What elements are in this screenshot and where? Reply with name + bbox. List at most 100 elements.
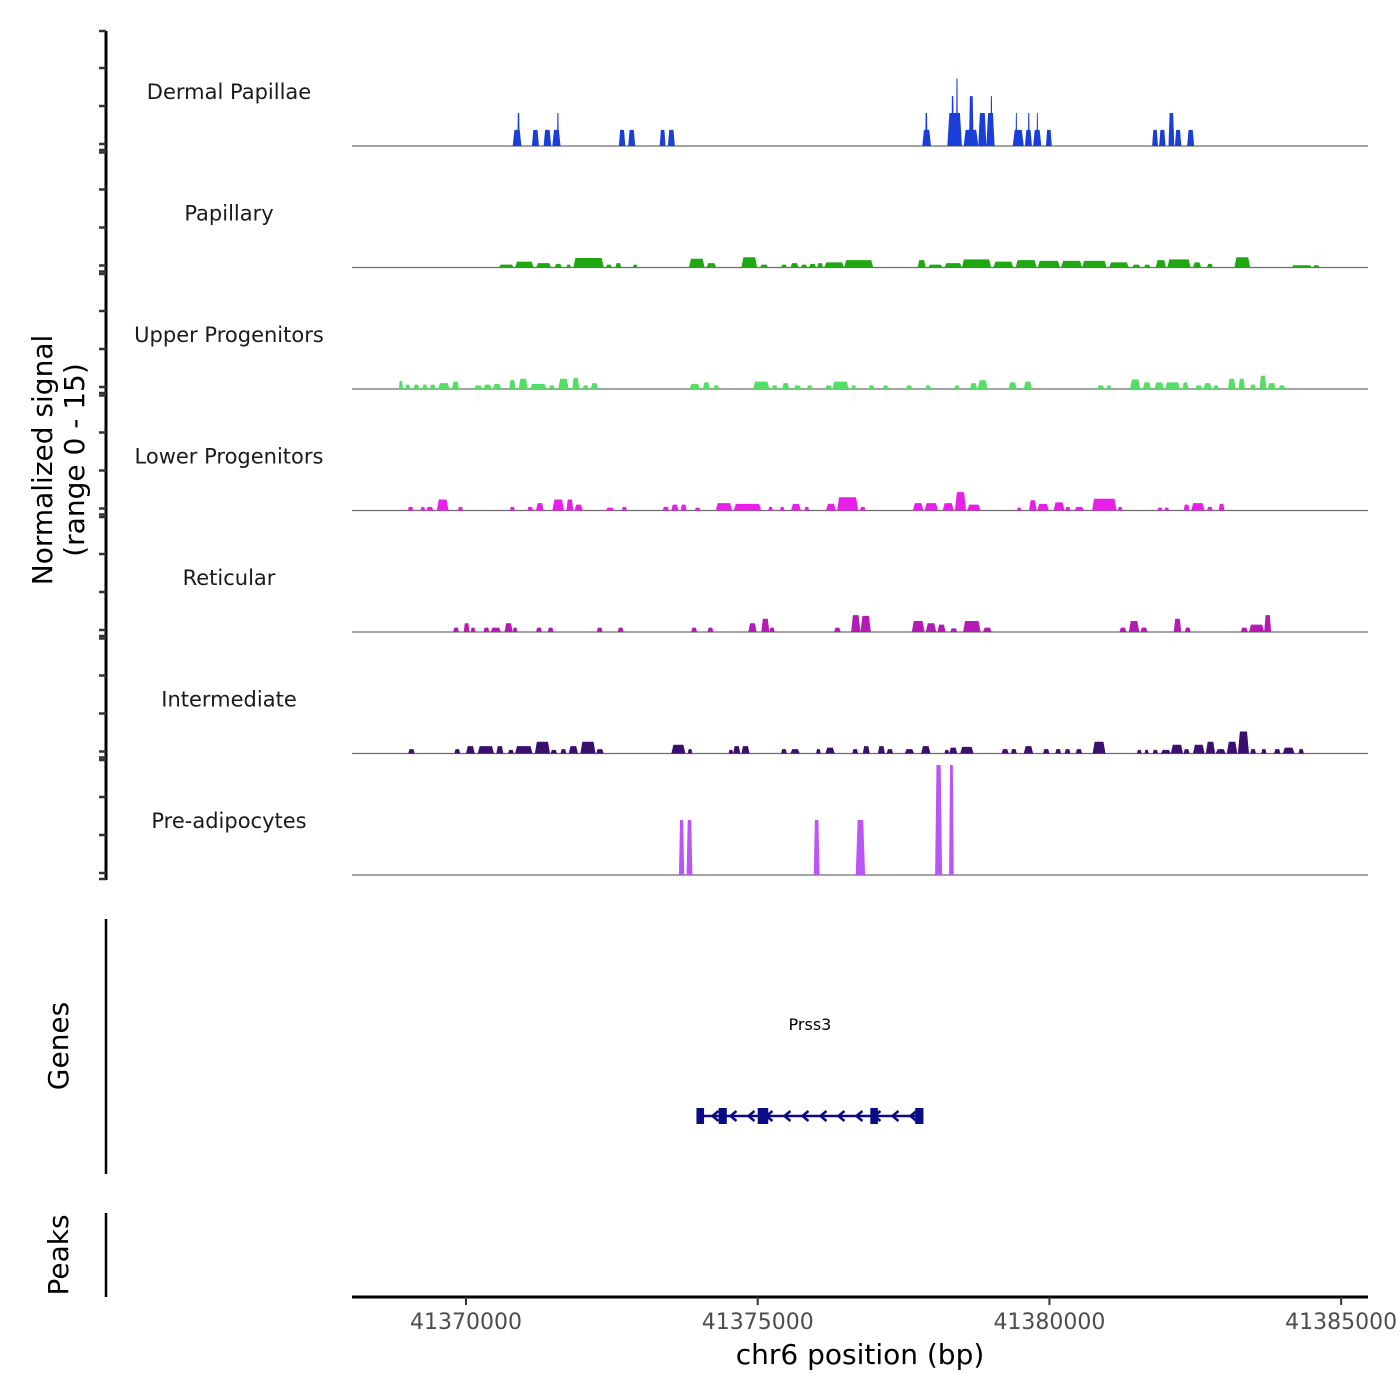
signal-peak bbox=[944, 749, 950, 754]
signal-peak bbox=[904, 749, 915, 754]
signal-peak bbox=[552, 129, 561, 146]
signal-peak bbox=[1045, 129, 1052, 146]
signal-peak bbox=[628, 129, 636, 146]
signal-peak bbox=[1183, 504, 1190, 511]
signal-peak bbox=[782, 383, 790, 389]
signal-peak bbox=[398, 380, 403, 389]
signal-peak bbox=[1267, 383, 1276, 389]
signal-peak bbox=[1195, 385, 1203, 389]
signal-peak bbox=[490, 627, 502, 632]
signal-peak bbox=[596, 749, 604, 754]
signal-peak bbox=[466, 746, 475, 754]
signal-peak bbox=[817, 263, 824, 268]
signal-peak bbox=[851, 615, 861, 632]
signal-peak bbox=[426, 506, 434, 511]
signal-peak bbox=[534, 741, 551, 754]
signal-peak bbox=[582, 385, 589, 389]
x-tick-label: 41385000 bbox=[1285, 1310, 1397, 1335]
signal-peak bbox=[1278, 385, 1286, 389]
gene-prss3: Prss3 bbox=[696, 1015, 924, 1124]
signal-peak bbox=[1001, 749, 1009, 754]
signal-peak bbox=[617, 627, 624, 632]
signal-peak bbox=[1037, 503, 1049, 511]
signal-peak bbox=[809, 263, 817, 268]
signal-peak bbox=[536, 503, 544, 511]
signal-peak bbox=[954, 492, 967, 511]
signal-peak bbox=[429, 384, 436, 389]
gene-label: Prss3 bbox=[789, 1015, 832, 1034]
signal-peak bbox=[741, 746, 750, 754]
signal-peak bbox=[509, 380, 516, 389]
signal-peak bbox=[483, 627, 490, 632]
track-upper-progenitors: Upper Progenitors bbox=[134, 323, 1368, 390]
signal-peak bbox=[912, 503, 924, 511]
signal-peak bbox=[790, 263, 799, 268]
signal-peak bbox=[852, 749, 859, 754]
signal-peak bbox=[868, 385, 875, 389]
signal-peak bbox=[509, 506, 516, 511]
signal-peak bbox=[689, 383, 700, 389]
signal-peak bbox=[954, 385, 960, 389]
signal-peak bbox=[1227, 378, 1236, 389]
signal-peak bbox=[905, 385, 913, 389]
signal-peak bbox=[1183, 749, 1190, 754]
track-label: Intermediate bbox=[161, 688, 297, 712]
signal-peak bbox=[844, 260, 874, 268]
signal-peak bbox=[678, 820, 685, 875]
signal-peak bbox=[573, 257, 604, 268]
track-label: Reticular bbox=[183, 566, 276, 590]
gene-exon bbox=[757, 1108, 769, 1124]
signal-peak bbox=[1313, 265, 1320, 268]
signal-peak bbox=[552, 499, 565, 511]
signal-peak bbox=[925, 623, 937, 632]
signal-tracks: Dermal Papillae Papillary Upper Progenitor… bbox=[134, 78, 1368, 876]
peaks-panel-title: Peaks bbox=[42, 1214, 75, 1295]
signal-peak bbox=[1250, 384, 1256, 389]
signal-peak bbox=[990, 96, 993, 146]
signal-peak bbox=[618, 129, 626, 146]
signal-peak bbox=[496, 746, 504, 754]
signal-peak bbox=[680, 504, 687, 511]
signal-peak bbox=[951, 96, 954, 146]
signal-peak bbox=[1168, 113, 1175, 146]
signal-peak bbox=[1159, 129, 1166, 146]
signal-peak bbox=[1274, 749, 1281, 754]
signal-peak bbox=[659, 129, 666, 146]
signal-peak bbox=[760, 264, 769, 268]
signal-peak bbox=[483, 384, 492, 389]
signal-peak bbox=[1082, 260, 1107, 268]
signal-peak bbox=[1053, 502, 1065, 511]
signal-peak bbox=[768, 506, 773, 511]
strand-arrow-icon bbox=[908, 1110, 918, 1122]
signal-peak bbox=[420, 506, 426, 511]
signal-peak bbox=[1008, 382, 1017, 389]
signal-peak bbox=[1248, 624, 1265, 632]
strand-arrow-icon bbox=[836, 1110, 846, 1122]
strand-arrow-icon bbox=[728, 1110, 738, 1122]
signal-peak bbox=[596, 627, 603, 632]
signal-peak bbox=[851, 385, 857, 389]
strand-arrow-icon bbox=[890, 1110, 900, 1122]
signal-peak bbox=[547, 627, 554, 632]
track-label: Papillary bbox=[184, 202, 273, 226]
signal-peak bbox=[1016, 507, 1022, 511]
signal-peak bbox=[512, 129, 522, 146]
x-axis-title: chr6 position (bp) bbox=[736, 1338, 985, 1371]
signal-peak bbox=[1182, 382, 1189, 389]
signal-peak bbox=[687, 749, 693, 754]
signal-peak bbox=[1206, 506, 1213, 511]
signal-peak bbox=[470, 627, 476, 632]
signal-peak bbox=[986, 113, 995, 146]
signal-peak bbox=[949, 747, 958, 754]
signal-y-axis-ticks bbox=[99, 29, 106, 881]
signal-peak bbox=[558, 378, 569, 389]
signal-peak bbox=[706, 263, 717, 268]
y-axis-title-signal: Normalized signal (range 0 - 15) bbox=[26, 335, 91, 586]
signal-peak bbox=[862, 746, 870, 754]
signal-peak bbox=[437, 383, 450, 389]
signal-peak bbox=[753, 381, 770, 389]
signal-peak bbox=[800, 264, 808, 268]
signal-peak bbox=[632, 264, 638, 268]
signal-peak bbox=[1106, 385, 1112, 389]
